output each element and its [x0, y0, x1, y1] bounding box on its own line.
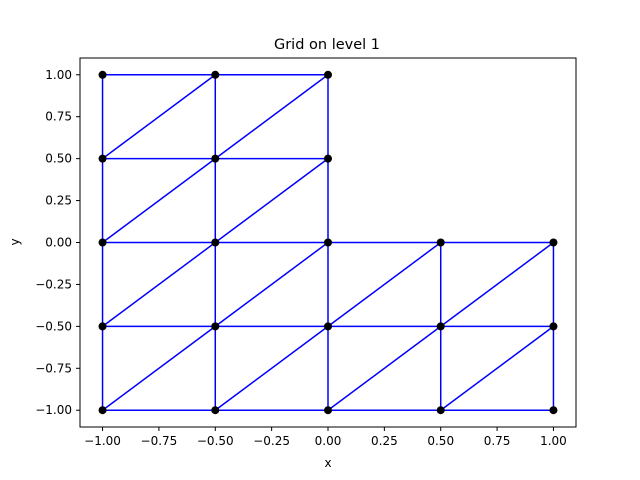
y-tick-label: 0.25 [45, 194, 72, 208]
mesh-node [324, 238, 332, 247]
mesh-edge [102, 74, 216, 160]
mesh-edge [102, 325, 216, 411]
mesh-node [436, 406, 445, 415]
x-axis: −1.00 −0.75 −0.50 −0.25 0.00 0.25 0.50 0.75 1.00 [84, 427, 567, 448]
x-tick-label: 0.25 [371, 434, 398, 448]
x-tick-label: −0.25 [253, 434, 290, 448]
mesh-edge [327, 325, 442, 411]
nodes-layer [98, 70, 558, 415]
mesh-node [98, 154, 107, 163]
mesh-edge [102, 158, 216, 244]
y-tick-label: 0.00 [45, 236, 72, 250]
x-tick-label: 1.00 [540, 434, 567, 448]
mesh-edge [102, 241, 216, 327]
y-axis-label: y [8, 238, 22, 245]
x-tick-label: −0.50 [197, 434, 234, 448]
x-tick-label: 0.75 [484, 434, 511, 448]
x-tick-label: −1.00 [84, 434, 121, 448]
y-tick-label: −1.00 [35, 403, 72, 417]
chart-title: Grid on level 1 [274, 37, 380, 53]
y-axis: −1.00 −0.75 −0.50 −0.25 0.00 0.25 0.50 0.75 1.00 [35, 68, 80, 417]
x-tick-label: −0.75 [141, 434, 178, 448]
mesh-node [211, 70, 220, 79]
mesh-edge [214, 241, 329, 327]
mesh-edge [214, 158, 329, 244]
mesh-edge [214, 325, 329, 411]
y-tick-label: 1.00 [45, 68, 72, 82]
mesh-node [549, 238, 558, 247]
mesh-node [98, 238, 107, 247]
y-tick-label: 0.75 [45, 110, 72, 124]
edges-layer [101, 74, 555, 411]
y-tick-label: −0.25 [35, 277, 72, 291]
y-tick-label: −0.50 [35, 319, 72, 333]
mesh-edge [214, 74, 329, 160]
mesh-edge [327, 241, 442, 327]
mesh-edge [440, 241, 554, 327]
mesh-node [211, 322, 220, 331]
mesh-node [436, 322, 445, 331]
mesh-node [98, 70, 107, 79]
mesh-node [98, 406, 107, 415]
mesh-node [436, 238, 445, 247]
mesh-node [549, 322, 558, 331]
y-tick-label: −0.75 [35, 361, 72, 375]
mesh-node [211, 406, 220, 415]
mesh-node [549, 406, 558, 415]
x-tick-label: 0.50 [427, 434, 454, 448]
mesh-node [211, 154, 220, 163]
x-axis-label: x [324, 456, 331, 470]
y-tick-label: 0.50 [45, 152, 72, 166]
mesh-node [211, 238, 220, 247]
x-tick-label: 0.00 [315, 434, 342, 448]
mesh-node [324, 154, 332, 163]
mesh-node [324, 322, 332, 331]
mesh-node [324, 406, 332, 415]
mesh-node [98, 322, 107, 331]
mesh-edge [440, 325, 554, 411]
mesh-node [324, 70, 332, 79]
